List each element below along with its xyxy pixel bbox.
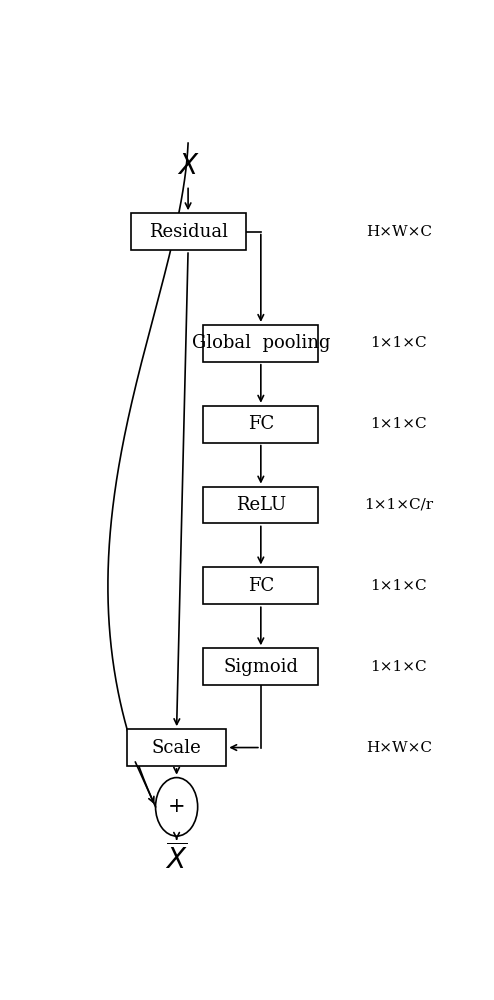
Text: 1×1×C: 1×1×C — [370, 336, 427, 350]
Text: ReLU: ReLU — [236, 496, 286, 514]
Text: $\overline{X}$: $\overline{X}$ — [165, 843, 188, 875]
Text: Residual: Residual — [149, 223, 228, 241]
FancyBboxPatch shape — [204, 325, 318, 362]
Text: Global  pooling: Global pooling — [192, 334, 330, 352]
Text: 1×1×C: 1×1×C — [370, 417, 427, 431]
FancyBboxPatch shape — [204, 567, 318, 604]
Text: +: + — [168, 797, 185, 816]
Text: Sigmoid: Sigmoid — [223, 658, 298, 676]
FancyBboxPatch shape — [130, 213, 246, 250]
Text: FC: FC — [247, 415, 274, 433]
Text: 1×1×C/r: 1×1×C/r — [364, 498, 433, 512]
FancyBboxPatch shape — [127, 729, 226, 766]
Text: FC: FC — [247, 577, 274, 595]
Text: Scale: Scale — [152, 739, 202, 757]
FancyBboxPatch shape — [204, 648, 318, 685]
Text: 1×1×C: 1×1×C — [370, 579, 427, 593]
Text: H×W×C: H×W×C — [366, 225, 432, 239]
Text: H×W×C: H×W×C — [366, 741, 432, 755]
Text: 1×1×C: 1×1×C — [370, 660, 427, 674]
FancyBboxPatch shape — [204, 406, 318, 443]
Text: $\mathit{X}$: $\mathit{X}$ — [177, 153, 200, 180]
FancyBboxPatch shape — [204, 487, 318, 523]
